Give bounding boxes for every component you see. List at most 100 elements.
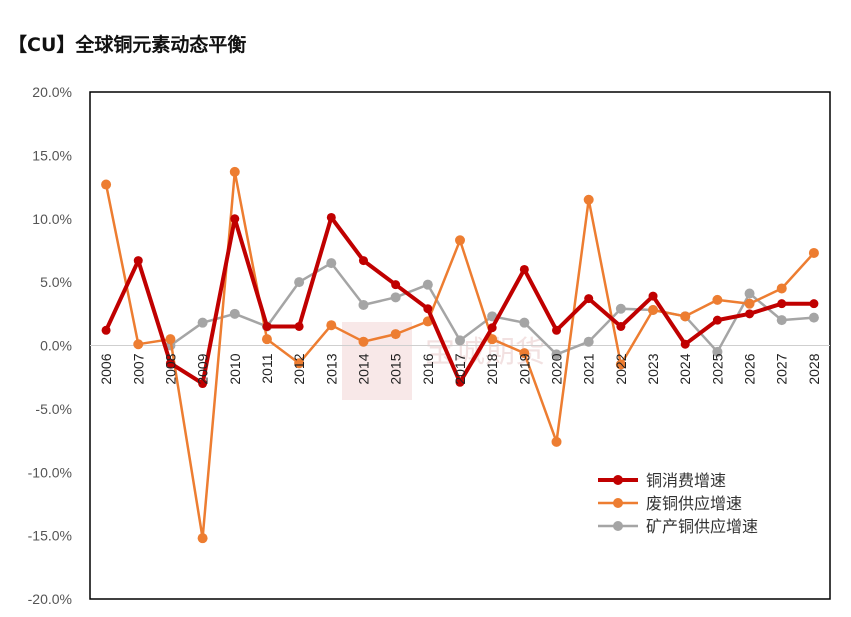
data-point (390, 329, 401, 340)
data-point (423, 304, 433, 314)
data-point (487, 311, 498, 322)
x-tick-label: 2009 (195, 353, 211, 384)
data-point (712, 346, 723, 357)
data-point (326, 212, 336, 222)
data-point (551, 349, 562, 360)
data-point (680, 339, 690, 349)
legend-swatch-marker (613, 498, 623, 508)
legend-label: 矿产铜供应增速 (646, 517, 758, 536)
data-point (133, 256, 143, 266)
x-tick-label: 2019 (516, 353, 532, 384)
series-2 (101, 166, 819, 544)
x-tick-label: 2016 (420, 353, 436, 384)
x-tick-label: 2025 (709, 353, 725, 384)
data-point (101, 179, 112, 190)
x-tick-label: 2010 (227, 353, 243, 384)
x-tick-label: 2026 (742, 353, 758, 384)
data-point (744, 288, 755, 299)
x-tick-label: 2021 (581, 353, 597, 384)
chart-title: 【CU】全球铜元素动态平衡 (8, 34, 247, 56)
x-tick-label: 2017 (452, 353, 468, 384)
data-point (294, 321, 304, 331)
data-point (230, 214, 240, 224)
data-point (294, 358, 305, 369)
data-point (294, 277, 305, 288)
data-point (198, 379, 208, 389)
data-point (487, 334, 498, 345)
data-point (326, 320, 337, 331)
data-point (165, 358, 175, 368)
data-point (455, 235, 465, 246)
y-tick-label: 10.0% (32, 211, 72, 227)
x-tick-label: 2008 (162, 353, 178, 384)
data-point (809, 299, 819, 309)
data-point (229, 308, 240, 319)
legend-swatch-marker (613, 521, 623, 531)
y-tick-label: 5.0% (40, 274, 72, 290)
x-tick-label: 2006 (98, 353, 114, 384)
data-point (552, 325, 562, 335)
data-point (165, 334, 176, 345)
y-tick-label: -20.0% (28, 591, 72, 607)
data-point (229, 166, 240, 177)
data-point (358, 256, 368, 266)
data-point (197, 533, 208, 544)
x-tick-label: 2014 (355, 353, 371, 384)
legend-swatch-marker (613, 475, 623, 485)
data-point (101, 325, 111, 335)
data-point (262, 321, 272, 331)
data-point (261, 334, 272, 345)
data-point (584, 294, 594, 304)
data-point (358, 336, 369, 347)
data-point (680, 311, 691, 322)
x-tick-label: 2028 (806, 353, 822, 384)
data-point (616, 321, 626, 331)
data-point (326, 258, 337, 269)
series-1 (101, 212, 819, 389)
data-point (455, 377, 465, 387)
data-point (583, 336, 594, 347)
data-point (776, 283, 787, 294)
data-point (712, 315, 722, 325)
data-point (519, 348, 530, 359)
data-point (583, 194, 594, 205)
data-point (615, 303, 626, 314)
x-tick-label: 2007 (130, 353, 146, 384)
y-tick-label: 0.0% (40, 338, 72, 354)
x-tick-label: 2013 (323, 353, 339, 384)
data-point (745, 309, 755, 319)
x-tick-label: 2012 (291, 353, 307, 384)
data-point (776, 315, 787, 326)
data-point (777, 299, 787, 309)
x-tick-label: 2020 (549, 353, 565, 384)
x-tick-label: 2011 (259, 353, 275, 383)
data-point (390, 292, 401, 303)
data-point (615, 359, 626, 370)
data-point (712, 294, 723, 305)
y-tick-label: -10.0% (28, 464, 72, 480)
data-point (648, 305, 659, 316)
data-point (519, 317, 530, 328)
legend-label: 铜消费增速 (646, 471, 726, 490)
x-tick-label: 2015 (388, 353, 404, 384)
data-point (455, 335, 465, 346)
legend-label: 废铜供应增速 (646, 494, 742, 513)
data-point (519, 264, 529, 274)
x-tick-label: 2022 (613, 353, 629, 384)
x-tick-label: 2023 (645, 353, 661, 384)
x-tick-label: 2024 (677, 353, 693, 384)
data-point (648, 291, 658, 301)
data-point (391, 280, 401, 290)
data-point (808, 312, 819, 323)
data-point (551, 436, 562, 447)
watermark: 宝城期货 (342, 322, 545, 400)
data-point (422, 279, 433, 290)
y-tick-label: 20.0% (32, 84, 72, 100)
data-point (487, 323, 497, 333)
data-point (358, 299, 369, 310)
y-tick-label: -5.0% (35, 401, 72, 417)
y-tick-label: -15.0% (28, 528, 72, 544)
data-point (197, 317, 208, 328)
x-tick-label: 2027 (774, 353, 790, 384)
